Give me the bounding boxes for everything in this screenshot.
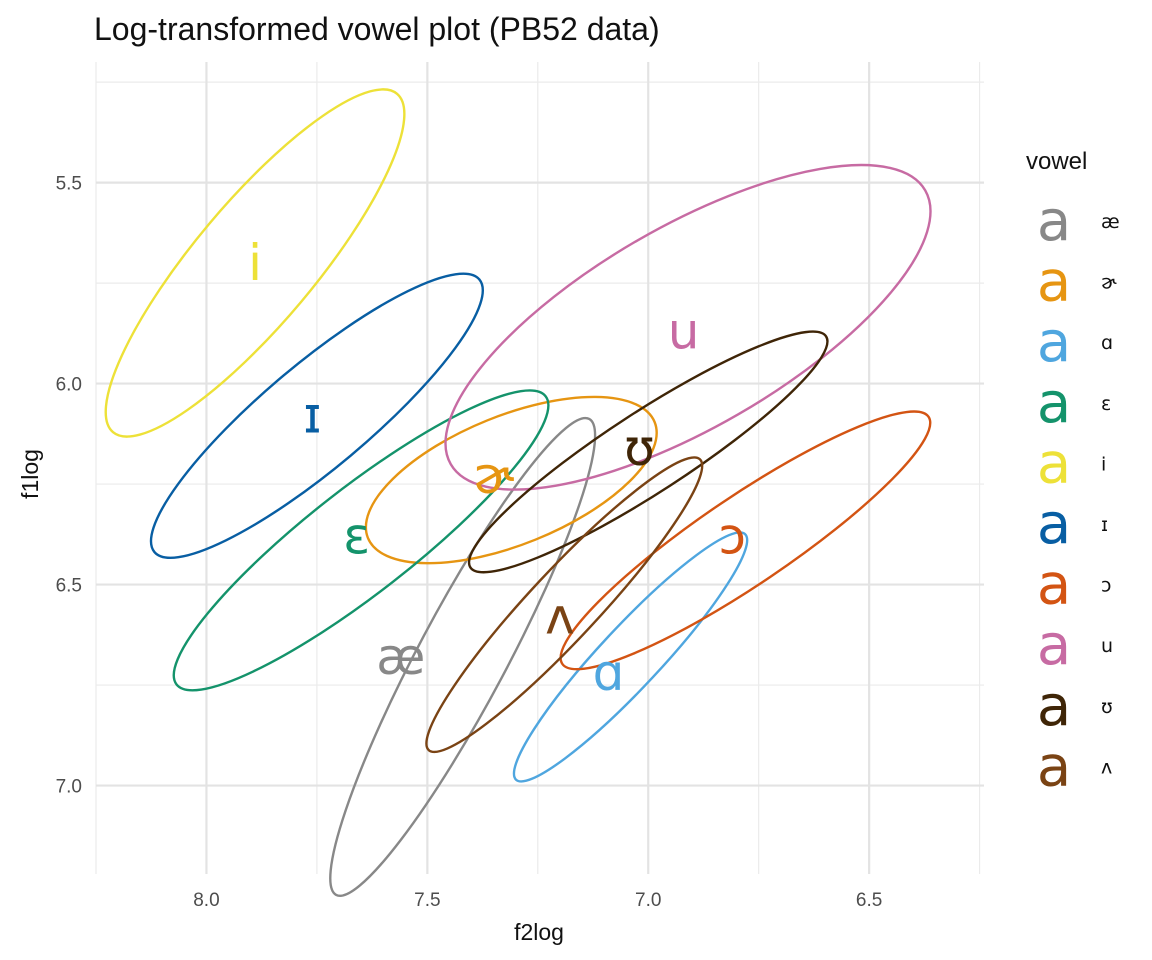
vowel-ellipse (512, 531, 749, 783)
y-tick-label: 6.5 (56, 576, 82, 597)
vowel-ellipse (104, 88, 406, 438)
y-tick-label: 6.0 (56, 375, 82, 396)
y-axis-label: f1log (17, 449, 43, 499)
vowel-ellipse (559, 410, 932, 671)
legend-label: ɛ (1101, 393, 1111, 415)
x-tick-label: 8.0 (193, 890, 219, 911)
ellipses (104, 88, 932, 897)
vowel-label: ʌ (545, 588, 575, 646)
legend-key-glyph: a (1037, 310, 1071, 375)
vowel-labels: æ ɚ ɑ ɛ i ɪ ɔ u ʊ ʌ (248, 234, 746, 702)
vowel-label: æ (376, 628, 425, 686)
legend-key-glyph: a (1037, 250, 1071, 315)
legend: vowel a æa ɚa ɑa ɛa ia ɪa ɔa ua ʊa ʌ (1026, 148, 1120, 799)
legend-label: ɚ (1101, 272, 1117, 294)
grid (95, 62, 984, 874)
vowel-label: u (668, 302, 700, 360)
legend-label: ʌ (1101, 756, 1112, 778)
vowel-ellipse (444, 163, 932, 491)
legend-key-glyph: a (1037, 674, 1071, 739)
legend-label: ʊ (1101, 696, 1113, 718)
y-tick-label: 5.5 (56, 174, 82, 195)
vowel-label: ɪ (303, 387, 322, 445)
vowel-ellipse (364, 395, 658, 565)
legend-label: ɑ (1101, 332, 1113, 354)
legend-label: æ (1101, 211, 1120, 233)
vowel-ellipse (467, 330, 829, 574)
vowel-label: ʊ (624, 419, 655, 477)
x-axis-label: f2log (514, 919, 564, 945)
vowel-label: ɛ (343, 507, 370, 565)
vowel-label: ɑ (593, 644, 625, 702)
legend-key-glyph: a (1037, 189, 1071, 254)
vowel-label: ɔ (718, 507, 745, 565)
vowel-ellipse (172, 389, 550, 692)
vowel-ellipse (425, 456, 704, 754)
legend-key-glyph: a (1037, 734, 1071, 799)
legend-title: vowel (1026, 148, 1087, 175)
chart-title: Log-transformed vowel plot (PB52 data) (94, 11, 660, 47)
vowel-label: ɚ (473, 447, 514, 505)
legend-label: u (1101, 635, 1113, 657)
x-tick-label: 7.5 (414, 890, 440, 911)
legend-label: ɪ (1101, 514, 1108, 536)
x-tick-label: 6.5 (856, 890, 882, 911)
vowel-label: i (248, 234, 262, 292)
legend-key-glyph: a (1037, 613, 1071, 678)
legend-key-glyph: a (1037, 371, 1071, 436)
legend-label: ɔ (1101, 575, 1111, 597)
axis-ticks: 8.0 7.5 7.0 6.5 5.5 6.0 6.5 7.0 (56, 174, 883, 911)
legend-items: a æa ɚa ɑa ɛa ia ɪa ɔa ua ʊa ʌ (1037, 189, 1120, 799)
legend-key-glyph: a (1037, 553, 1071, 618)
vowel-ellipse (329, 416, 597, 897)
legend-key-glyph: a (1037, 492, 1071, 557)
x-tick-label: 7.0 (635, 890, 661, 911)
y-tick-label: 7.0 (56, 777, 82, 798)
legend-key-glyph: a (1037, 431, 1071, 496)
vowel-ellipse (149, 272, 484, 560)
legend-label: i (1101, 453, 1106, 475)
